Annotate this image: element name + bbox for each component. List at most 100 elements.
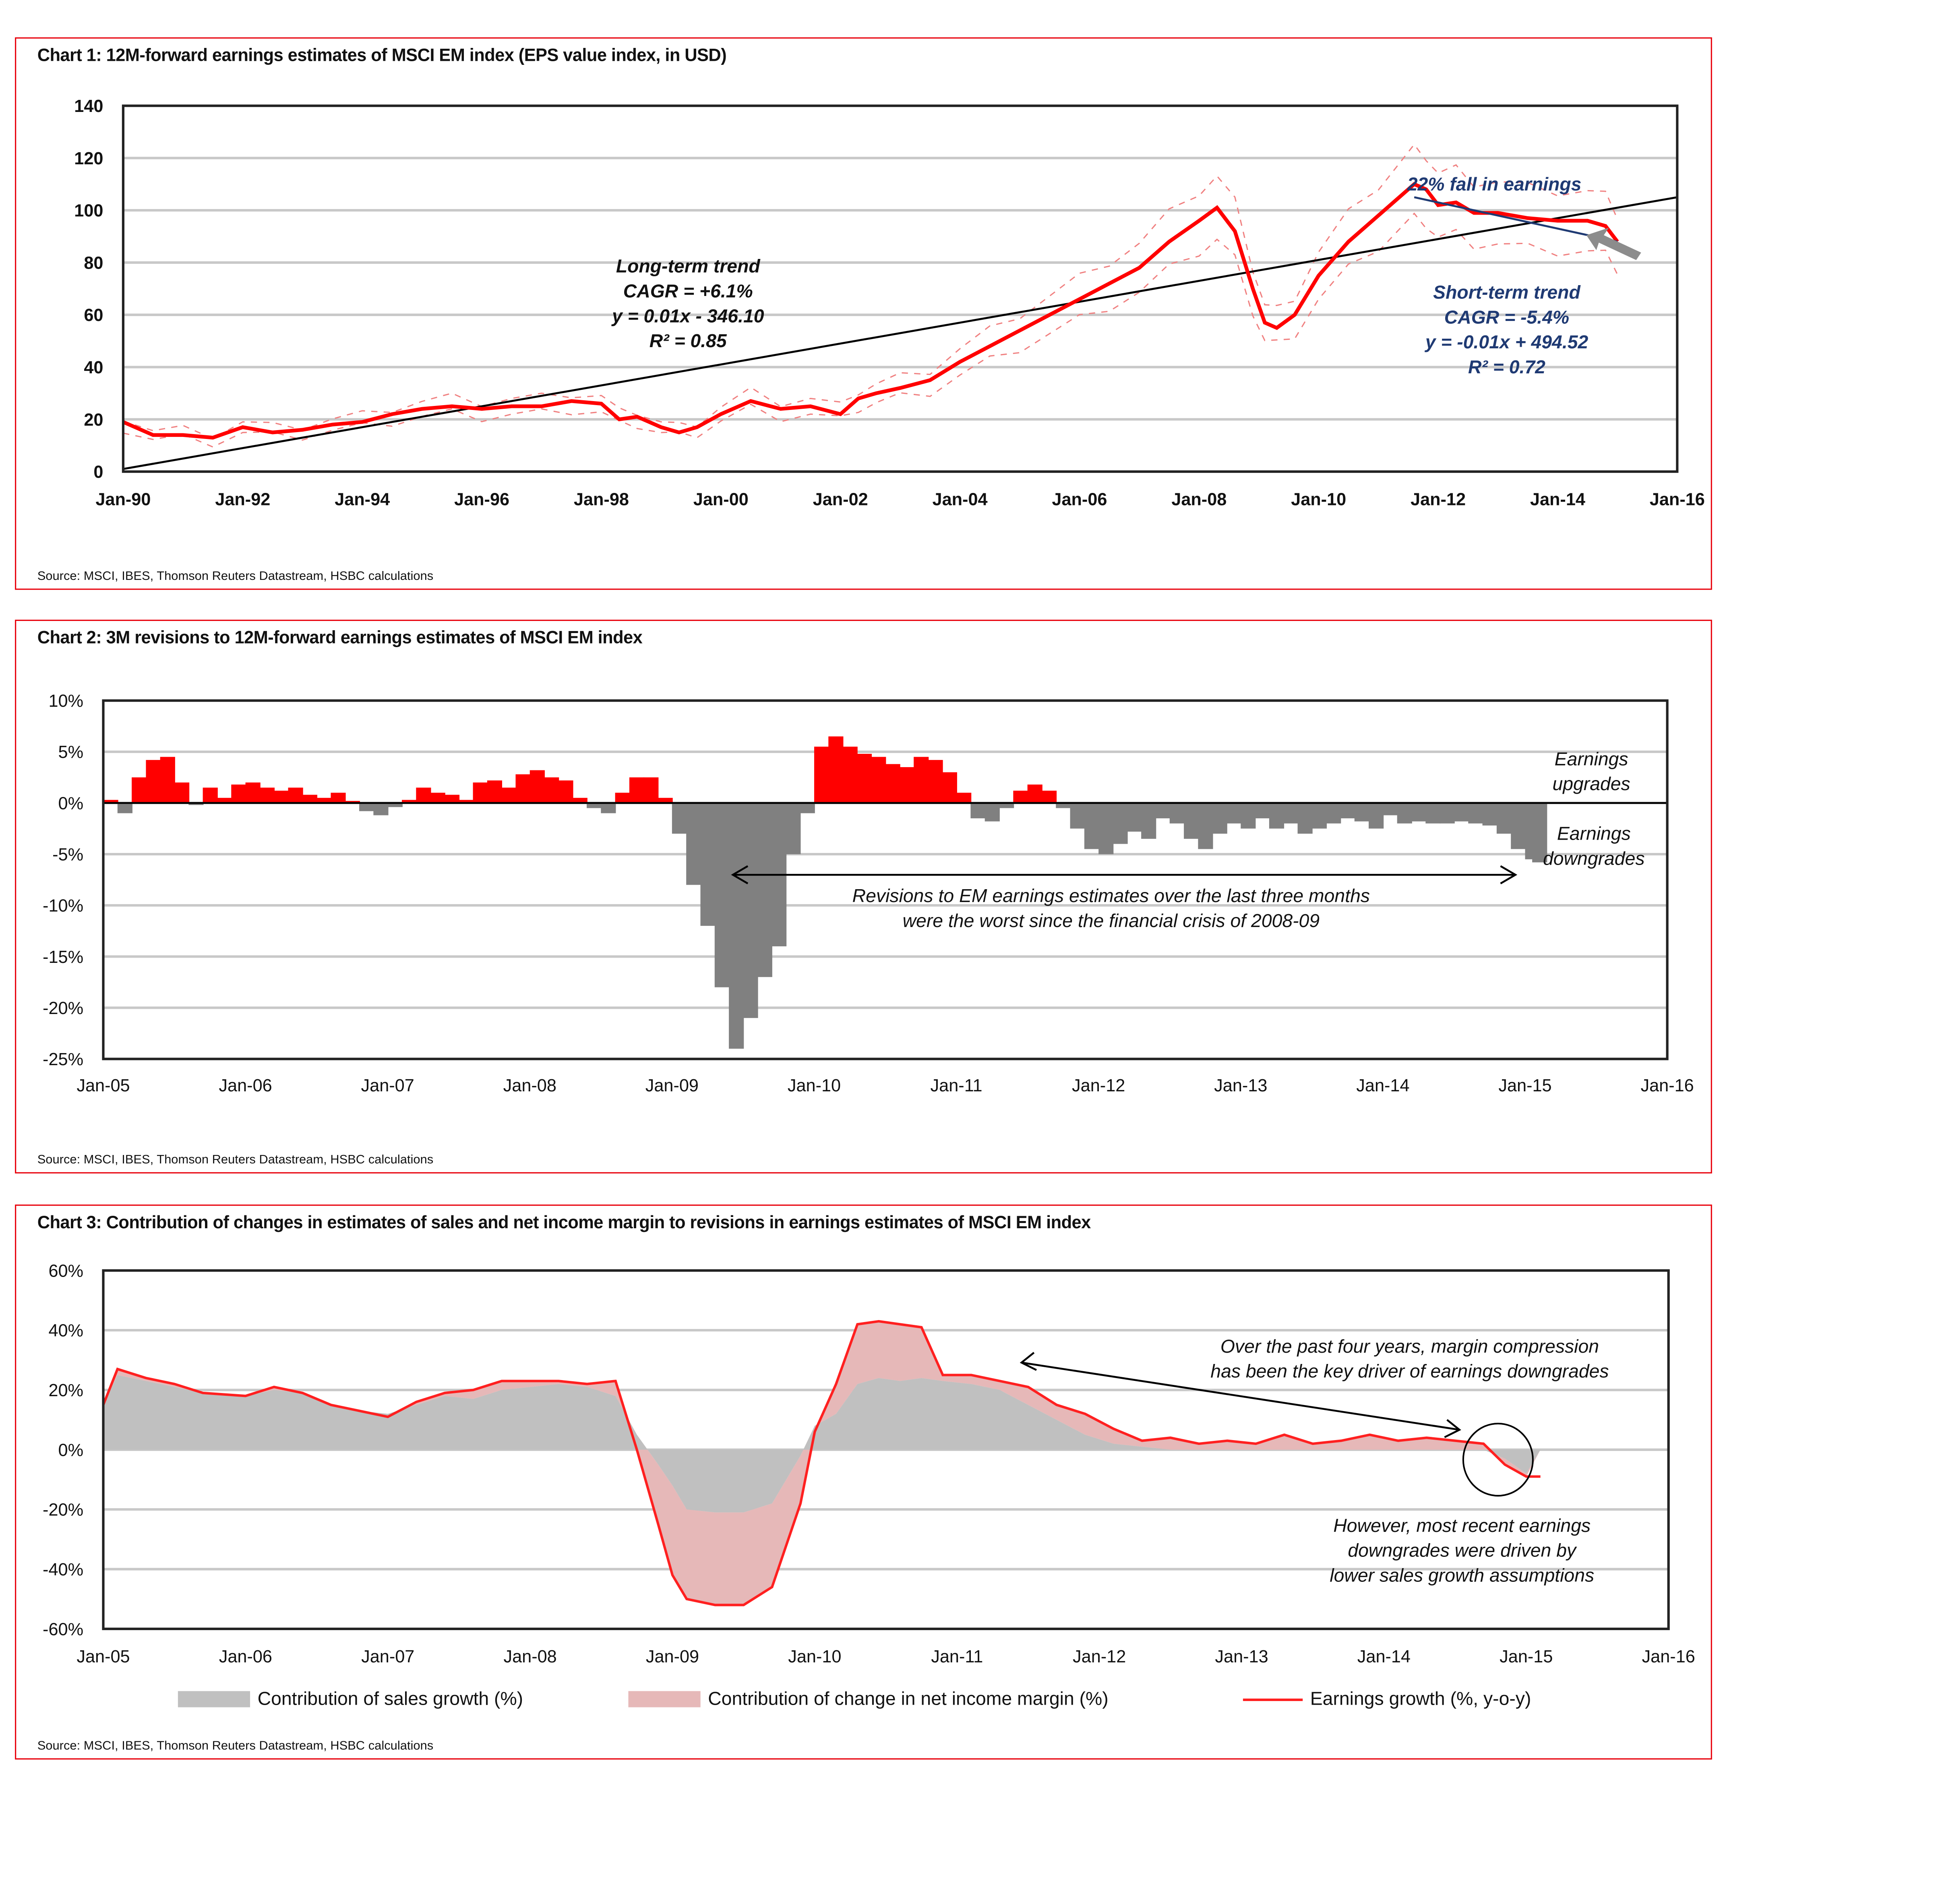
chart2-bar [274, 791, 289, 803]
chart3-ytick-label: 60% [48, 1261, 83, 1281]
chart2-bar [672, 803, 687, 834]
chart3-ytick-label: -40% [43, 1560, 83, 1579]
chart2-bar [885, 764, 900, 803]
chart1-band-up [123, 143, 1618, 440]
chart3-xtick-label: Jan-11 [931, 1647, 983, 1666]
legend-swatch-margin [628, 1691, 701, 1707]
chart2-bar [985, 803, 1000, 822]
chart2-arrow-left-head [731, 865, 749, 884]
chart2-bar [245, 782, 261, 803]
chart1-ytick-label: 140 [74, 97, 103, 116]
chart3-arrow-left-head [1020, 1352, 1037, 1371]
chart2-bar [956, 793, 972, 803]
chart2-downgrades-label: Earnings [1557, 823, 1631, 844]
chart2-bar [1226, 803, 1242, 824]
chart3-xtick-label: Jan-09 [646, 1647, 699, 1666]
chart2-bar [1326, 803, 1341, 824]
chart2-bar [217, 798, 232, 803]
chart3-earnings-line [102, 1320, 1541, 1606]
chart2-ytick-label: 10% [48, 691, 83, 711]
chart2-bar [444, 795, 460, 803]
chart2-bar [544, 777, 559, 803]
chart3-ytick-label: 40% [48, 1321, 83, 1341]
chart2-bar [800, 803, 815, 813]
chart2-xtick-label: Jan-10 [788, 1076, 841, 1095]
chart1-xtick-label: Jan-12 [1411, 490, 1466, 509]
chart2-bar [501, 787, 517, 803]
chart2-bar [1440, 803, 1455, 824]
chart1-xtick-label: Jan-92 [215, 490, 270, 509]
chart2-bar [1098, 803, 1114, 855]
chart1-ytick-label: 100 [74, 201, 103, 221]
chart1-ytick-label: 20 [84, 410, 103, 430]
chart2-bar [174, 782, 190, 803]
chart2-bar [999, 803, 1014, 808]
chart3-xtick-label: Jan-14 [1357, 1647, 1411, 1666]
chart2-upgrades-label: upgrades [1552, 773, 1630, 794]
chart2-bar [1383, 803, 1398, 815]
chart3-xtick-label: Jan-06 [219, 1647, 272, 1666]
chart3-plot-frame [102, 1269, 1670, 1630]
chart1-svg: 0 20 40 60 80 100 120 140 Jan-90 Jan-92 Jan-94 Jan-… [74, 97, 1705, 509]
chart1-ytick-label: 80 [84, 253, 103, 273]
chart1-xtick-label: Jan-04 [933, 490, 988, 509]
chart3-ytick-label: 0% [58, 1440, 84, 1460]
chart2-bar [203, 787, 218, 803]
chart2-bar [558, 780, 573, 803]
chart2-bar [1184, 803, 1199, 839]
chart2-bar [970, 803, 986, 819]
chart3-xtick-label: Jan-12 [1073, 1647, 1126, 1666]
chart1-short-term-annotation: R² = 0.72 [1468, 356, 1545, 377]
chart2-ytick-label: -10% [43, 896, 83, 916]
chart3-margin-annotation: has been the key driver of earnings down… [1210, 1361, 1609, 1382]
chart1-xtick-label: Jan-10 [1291, 490, 1346, 509]
chart2-title: Chart 2: 3M revisions to 12M-forward ear… [37, 628, 643, 648]
chart2-bar [487, 780, 503, 803]
chart2-xtick-label: Jan-09 [645, 1076, 699, 1095]
chart1-ytick-label: 120 [74, 149, 103, 168]
chart2-bar [686, 803, 701, 885]
chart3-xtick-label: Jan-08 [503, 1647, 556, 1666]
chart2-bar [714, 803, 730, 987]
chart2-bar [473, 782, 488, 803]
chart2-bar [629, 777, 645, 803]
chart3-xtick-label: Jan-13 [1215, 1647, 1268, 1666]
chart1-ytick-label: 0 [93, 463, 103, 482]
chart1-band-dn [123, 212, 1618, 448]
chart2-bar [117, 803, 132, 813]
chart2-bar [515, 774, 531, 803]
chart3-ytick-label: -60% [43, 1620, 83, 1639]
chart2-bar [1113, 803, 1128, 844]
chart2-bar [1155, 803, 1171, 819]
chart2-xtick-label: Jan-05 [77, 1076, 130, 1095]
chart2-bar [416, 787, 431, 803]
chart3-arrow-right-head [1444, 1419, 1461, 1438]
chart2-bar [345, 801, 360, 803]
chart2-bar [1468, 803, 1483, 824]
chart2-xtick-label: Jan-08 [503, 1076, 556, 1095]
chart2-bar [1013, 791, 1028, 803]
chart2-bar [601, 803, 616, 813]
chart3-panel: Chart 3: Contribution of changes in esti… [15, 1204, 1712, 1760]
chart2-bar [1425, 803, 1441, 824]
chart2-bar [316, 798, 332, 803]
chart3-xtick-label: Jan-07 [361, 1647, 414, 1666]
chart3-xtick-label: Jan-15 [1500, 1647, 1553, 1666]
chart3-xtick-label: Jan-16 [1642, 1647, 1695, 1666]
chart2-bar [1397, 803, 1412, 824]
chart2-bar [757, 803, 772, 977]
chart1-title: Chart 1: 12M-forward earnings estimates … [37, 46, 727, 66]
chart1-short-term-annotation: y = -0.01x + 494.52 [1425, 331, 1589, 352]
chart2-ytick-label: -25% [43, 1050, 83, 1069]
chart2-bar [160, 757, 175, 803]
chart1-ytick-label: 40 [84, 358, 103, 377]
chart1-source: Source: MSCI, IBES, Thomson Reuters Data… [37, 570, 434, 584]
chart2-bar [288, 787, 303, 803]
chart2-bar [1297, 803, 1313, 834]
chart2-bar [842, 747, 858, 803]
chart3-ytick-label: 20% [48, 1381, 83, 1400]
chart1-long-term-annotation: R² = 0.85 [649, 330, 727, 351]
chart3-double-arrow [1021, 1362, 1460, 1431]
chart2-bar [430, 793, 445, 803]
chart2-bar [1255, 803, 1270, 819]
